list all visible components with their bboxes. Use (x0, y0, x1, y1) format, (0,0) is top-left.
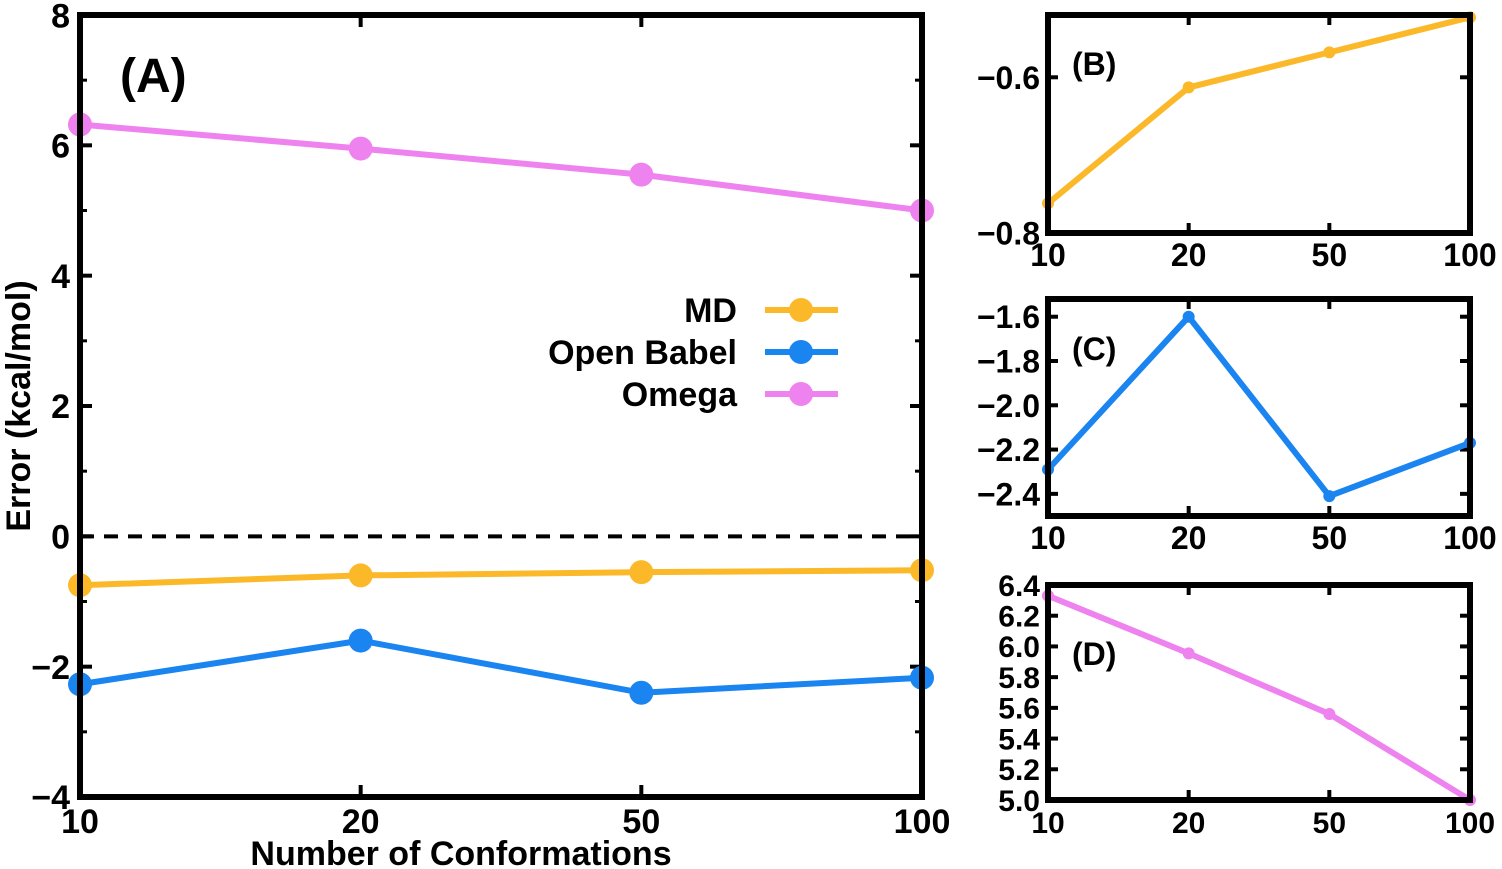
y-tick-label: 5.4 (998, 723, 1040, 756)
x-tick-label: 20 (342, 803, 380, 841)
data-point (1323, 490, 1336, 503)
x-tick-label: 20 (1171, 520, 1207, 556)
y-tick-label: −2.2 (977, 432, 1040, 468)
data-point (348, 563, 373, 588)
y-tick-label: 5.0 (998, 785, 1040, 818)
series-line-c (1045, 313, 1472, 500)
x-tick-label: 50 (1312, 520, 1348, 556)
y-tick-label: −4 (31, 779, 70, 817)
plot-frame (1045, 582, 1473, 803)
data-point (1182, 647, 1195, 660)
y-tick-label: −0.6 (977, 60, 1040, 96)
plot-frame (1045, 12, 1473, 236)
y-tick-label: −0.8 (977, 216, 1040, 252)
x-tick-label: 100 (1443, 237, 1496, 273)
x-tick-label: 20 (1172, 807, 1205, 840)
y-tick-label: −2 (31, 649, 70, 687)
y-tick-label: 6 (51, 128, 70, 166)
data-point (1323, 46, 1336, 59)
chart-panel-a: −4 −2 0 2 4 6 8 10 20 50 100 (A) Number of Conformat… (0, 0, 950, 869)
y-tick-label: 6.2 (998, 601, 1040, 634)
data-point (1182, 81, 1195, 94)
x-tick-label: 100 (1443, 520, 1496, 556)
chart-panel-d: 5.05.25.45.65.86.06.26.4 10 20 50 100 (D) (998, 570, 1495, 840)
data-point (348, 628, 373, 653)
x-tick-label: 10 (61, 803, 99, 841)
y-tick-label: 8 (51, 0, 70, 35)
chart-panel-c: −2.4 −2.2 −2.0 −1.8 −1.6 10 20 50 100 (C) (977, 296, 1497, 556)
y-tick-label: 5.6 (998, 693, 1040, 726)
x-tick-label: 100 (1445, 807, 1495, 840)
data-point (629, 680, 654, 705)
y-tick-label: 5.2 (998, 754, 1040, 787)
y-tick-label: 0 (51, 519, 70, 557)
x-tick-label: 20 (1171, 237, 1207, 273)
data-point (1323, 708, 1336, 720)
y-tick-label: −1.6 (977, 299, 1040, 335)
panel-label: (D) (1072, 636, 1116, 672)
legend-label: MD (684, 292, 737, 330)
panel-label: (C) (1072, 331, 1116, 367)
x-tick-label: 50 (1313, 807, 1346, 840)
plot-frame (1045, 296, 1473, 519)
panel-label: (A) (120, 50, 187, 103)
x-axis-label: Number of Conformations (250, 835, 671, 869)
y-tick-label: 6.0 (998, 631, 1040, 664)
y-tick-label: 5.8 (998, 662, 1040, 695)
series-line-d (1046, 592, 1472, 803)
y-tick-label: 4 (51, 258, 70, 296)
x-tick-label: 10 (1030, 520, 1066, 556)
data-point (348, 136, 373, 161)
legend: MD Open Babel Omega (548, 292, 838, 414)
series-line-open-babel (79, 637, 923, 696)
plot-frame (77, 12, 925, 800)
legend-swatch-marker (789, 340, 813, 364)
x-tick-label: 10 (1031, 807, 1064, 840)
x-tick-label: 100 (894, 803, 951, 841)
data-point (1182, 310, 1195, 323)
legend-swatch-marker (789, 382, 813, 406)
chart-panel-b: −0.8 −0.6 10 20 50 100 (B) (977, 11, 1497, 273)
series-line-md (79, 567, 923, 589)
data-point (629, 162, 654, 187)
y-tick-label: −1.8 (977, 344, 1040, 380)
data-point (629, 560, 654, 585)
series-line-omega (79, 121, 923, 214)
y-tick-label: 6.4 (998, 570, 1040, 603)
series-line-b (1046, 14, 1471, 206)
legend-label: Omega (622, 376, 738, 414)
x-tick-label: 10 (1030, 237, 1066, 273)
y-tick-label: −2.4 (977, 476, 1040, 512)
legend-label: Open Babel (548, 334, 737, 372)
panel-label: (B) (1072, 46, 1116, 82)
y-tick-label: 2 (51, 388, 70, 426)
y-tick-label: −2.0 (977, 388, 1040, 424)
x-tick-label: 50 (1312, 237, 1348, 273)
legend-swatch-marker (789, 298, 813, 322)
x-tick-label: 50 (622, 803, 660, 841)
y-axis-label: Error (kcal/mol) (0, 280, 38, 531)
